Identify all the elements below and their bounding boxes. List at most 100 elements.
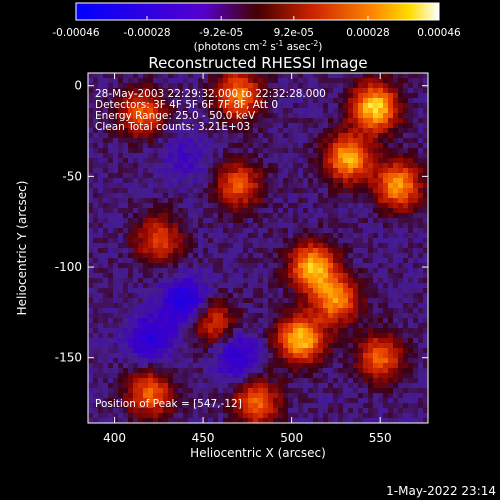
heatmap-cell — [348, 293, 354, 299]
heatmap-cell — [288, 158, 294, 164]
heatmap-cell — [313, 343, 319, 349]
heatmap-cell — [213, 318, 219, 324]
heatmap-cell — [168, 398, 174, 404]
heatmap-cell — [233, 148, 239, 154]
heatmap-cell — [393, 333, 399, 339]
heatmap-cell — [403, 348, 409, 354]
heatmap-cell — [128, 403, 134, 409]
heatmap-cell — [308, 328, 314, 334]
heatmap-cell — [353, 298, 359, 304]
heatmap-cell — [383, 158, 389, 164]
heatmap-cell — [233, 353, 239, 359]
heatmap-cell — [193, 113, 199, 119]
heatmap-cell — [218, 123, 224, 129]
heatmap-cell — [148, 163, 154, 169]
heatmap-cell — [333, 248, 339, 254]
heatmap-cell — [303, 368, 309, 374]
heatmap-cell — [248, 143, 254, 149]
heatmap-cell — [368, 103, 374, 109]
heatmap-cell — [168, 338, 174, 344]
heatmap-cell — [378, 223, 384, 229]
heatmap-cell — [413, 323, 419, 329]
heatmap-cell — [188, 258, 194, 264]
heatmap-cell — [333, 363, 339, 369]
heatmap-cell — [348, 88, 354, 94]
heatmap-cell — [233, 288, 239, 294]
heatmap-cell — [243, 103, 249, 109]
heatmap-cell — [103, 168, 109, 174]
heatmap-cell — [183, 213, 189, 219]
heatmap-cell — [383, 183, 389, 189]
heatmap-cell — [203, 353, 209, 359]
heatmap-cell — [193, 118, 199, 124]
heatmap-cell — [288, 373, 294, 379]
heatmap-cell — [138, 123, 144, 129]
heatmap-cell — [418, 413, 424, 419]
heatmap-cell — [338, 128, 344, 134]
heatmap-cell — [233, 383, 239, 389]
heatmap-cell — [93, 398, 99, 404]
heatmap-cell — [253, 418, 259, 423]
colorbar-ticks: -0.00046 -0.00028 -9.2e-05 9.2e-05 0.00028 0.… — [52, 16, 461, 39]
heatmap-cell — [413, 373, 419, 379]
heatmap-cell — [223, 343, 229, 349]
heatmap-cell — [138, 73, 144, 79]
heatmap-cell — [338, 353, 344, 359]
heatmap-cell — [243, 358, 249, 364]
heatmap-cell — [378, 383, 384, 389]
heatmap-cell — [328, 333, 334, 339]
heatmap-cell — [248, 393, 254, 399]
heatmap-cell — [363, 163, 369, 169]
heatmap-cell — [158, 233, 164, 239]
heatmap-cell — [223, 213, 229, 219]
heatmap-cell — [233, 103, 239, 109]
heatmap-cell — [198, 298, 204, 304]
heatmap-cell — [313, 363, 319, 369]
heatmap-cell — [228, 348, 234, 354]
heatmap-cell — [378, 233, 384, 239]
heatmap-cell — [373, 158, 379, 164]
heatmap-cell — [293, 408, 299, 414]
heatmap-cell — [123, 413, 129, 419]
heatmap-cell — [263, 198, 269, 204]
heatmap-cell — [213, 253, 219, 259]
heatmap-cell — [413, 138, 419, 144]
heatmap-cell — [283, 148, 289, 154]
heatmap-cell — [128, 353, 134, 359]
heatmap-cell — [383, 368, 389, 374]
heatmap-cell — [353, 223, 359, 229]
heatmap-cell — [323, 293, 329, 299]
heatmap-cell — [278, 103, 284, 109]
heatmap-cell — [148, 418, 154, 423]
heatmap-cell — [198, 123, 204, 129]
heatmap-cell — [88, 133, 94, 139]
heatmap-cell — [313, 153, 319, 159]
heatmap-cell — [283, 308, 289, 314]
heatmap-cell — [328, 313, 334, 319]
heatmap-cell — [178, 243, 184, 249]
heatmap-cell — [93, 393, 99, 399]
heatmap-cell — [173, 108, 179, 114]
heatmap-cell — [298, 368, 304, 374]
heatmap-cell — [383, 198, 389, 204]
heatmap-cell — [133, 188, 139, 194]
heatmap-cell — [353, 148, 359, 154]
heatmap-cell — [403, 338, 409, 344]
heatmap-cell — [203, 208, 209, 214]
heatmap-cell — [123, 348, 129, 354]
heatmap-cell — [298, 233, 304, 239]
heatmap-cell — [318, 253, 324, 259]
heatmap-cell — [328, 213, 334, 219]
heatmap-cell — [243, 338, 249, 344]
heatmap-cell — [158, 198, 164, 204]
heatmap-cell — [298, 398, 304, 404]
heatmap-cell — [313, 303, 319, 309]
heatmap-cell — [408, 193, 414, 199]
heatmap-cell — [93, 123, 99, 129]
heatmap-cell — [338, 293, 344, 299]
heatmap-cell — [178, 293, 184, 299]
heatmap-cell — [168, 413, 174, 419]
heatmap-cell — [133, 203, 139, 209]
heatmap-cell — [148, 273, 154, 279]
heatmap-cell — [133, 238, 139, 244]
